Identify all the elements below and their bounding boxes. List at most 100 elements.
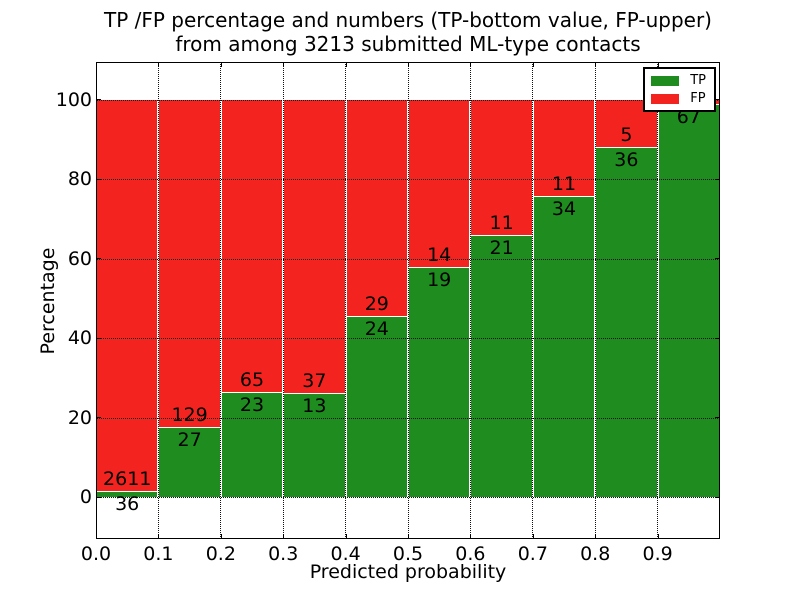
y-tick-mark xyxy=(96,417,101,418)
tp-count-label: 23 xyxy=(239,394,265,417)
bar-segment-fp xyxy=(408,99,471,269)
x-tick-label: 0.9 xyxy=(642,543,673,565)
y-tick-label: 60 xyxy=(67,247,92,270)
bar-segment-tp xyxy=(283,393,346,497)
v-gridline xyxy=(345,62,347,539)
bar-column: 129 27 xyxy=(158,99,221,498)
v-gridline xyxy=(469,62,471,539)
x-tick-mark xyxy=(719,534,720,539)
x-tick-label: 0.1 xyxy=(143,543,174,565)
fp-count-label: 129 xyxy=(171,404,208,427)
tp-count-label: 36 xyxy=(614,148,639,171)
x-tick-mark xyxy=(470,62,472,67)
y-tick-mark xyxy=(715,258,720,259)
x-tick-mark xyxy=(345,62,347,67)
bar-segment-tp xyxy=(595,147,658,497)
y-tick-mark xyxy=(715,417,720,418)
bar-segment-fp xyxy=(158,99,221,429)
x-tick-label: 0.8 xyxy=(580,543,611,565)
fp-count-label: 29 xyxy=(364,293,389,315)
x-tick-label: 0.5 xyxy=(392,543,424,565)
bar-column: 11 21 xyxy=(470,99,533,497)
fp-count-label: 11 xyxy=(551,172,577,195)
bar-column: 65 23 xyxy=(220,99,284,498)
tp-count-label: 67 xyxy=(676,106,701,129)
x-tick-mark xyxy=(657,62,659,67)
legend-swatch-fp-icon xyxy=(651,93,680,104)
legend-item-tp: TP xyxy=(651,74,706,87)
legend-swatch-tp-icon xyxy=(651,75,680,86)
tp-count-label: 19 xyxy=(427,269,452,292)
bars-layer: 2611361292765233713292414191121113453616… xyxy=(96,62,720,539)
x-tick-mark xyxy=(96,534,97,539)
x-tick-label: 0.6 xyxy=(455,543,486,565)
y-tick-mark xyxy=(96,99,101,100)
chart-title-line1: TP /FP percentage and numbers (TP-bottom… xyxy=(104,8,712,32)
bar-segment-tp xyxy=(220,393,284,497)
fp-count-label: 2611 xyxy=(103,467,152,490)
y-tick-mark xyxy=(715,99,720,100)
v-gridline xyxy=(657,62,659,539)
x-tick-mark xyxy=(470,534,472,539)
bar-segment-fp xyxy=(345,99,408,317)
fp-count-label: 5 xyxy=(620,123,633,146)
v-gridline xyxy=(282,62,284,539)
tick-marks-layer xyxy=(96,62,720,539)
bar-segment-tp xyxy=(408,268,471,497)
fp-count-label: 65 xyxy=(239,369,265,392)
x-tick-mark xyxy=(532,534,534,539)
v-gridline xyxy=(594,62,596,539)
y-tick-mark xyxy=(715,178,720,180)
bar-segment-tp xyxy=(532,196,596,497)
bar-column: 37 13 xyxy=(283,99,346,498)
bar-column: 2611 36 xyxy=(96,99,159,513)
y-tick-mark xyxy=(715,496,720,498)
x-tick-mark xyxy=(408,534,409,539)
x-tick-label: 0.4 xyxy=(330,543,361,565)
x-tick-label: 0.3 xyxy=(268,543,299,565)
tp-count-label: 27 xyxy=(177,429,202,452)
legend-item-fp: FP xyxy=(651,92,706,105)
bar-segment-fp xyxy=(220,99,284,394)
x-tick-mark xyxy=(408,62,409,67)
x-tick-mark xyxy=(283,534,285,539)
bar-segment-fp xyxy=(283,99,346,394)
bar-segment-fp xyxy=(96,99,159,492)
x-tick-mark xyxy=(595,62,597,67)
plot-area: 2611361292765233713292414191121113453616… xyxy=(96,62,720,539)
fp-count-label: 37 xyxy=(302,369,327,392)
fp-count-label: 14 xyxy=(427,244,452,267)
x-axis-label: Predicted probability xyxy=(309,561,507,583)
x-tick-mark xyxy=(595,534,597,539)
y-tick-label: 40 xyxy=(67,327,92,349)
x-tick-label: 0.7 xyxy=(517,543,548,565)
x-tick-label: 0.2 xyxy=(205,543,236,565)
bar-segment-tp xyxy=(470,236,533,497)
tp-count-label: 21 xyxy=(489,237,514,260)
bar-segment-tp xyxy=(345,317,408,497)
x-tick-label: 0.0 xyxy=(80,543,112,565)
x-tick-mark xyxy=(158,534,160,539)
v-gridline xyxy=(220,62,222,539)
y-tick-label: 20 xyxy=(67,406,92,429)
y-tick-mark xyxy=(96,178,101,180)
y-tick-mark xyxy=(96,496,101,498)
bar-column: 11 34 xyxy=(532,99,596,498)
y-tick-label: 100 xyxy=(55,88,92,111)
legend-label-fp: FP xyxy=(690,91,706,106)
grid-layer xyxy=(96,62,720,539)
x-tick-mark xyxy=(657,534,659,539)
bar-segment-fp xyxy=(532,99,596,197)
legend-label-tp: TP xyxy=(690,73,706,88)
bar-column: 167 xyxy=(657,83,720,498)
x-tick-mark xyxy=(96,62,97,67)
y-tick-mark xyxy=(96,258,101,259)
tp-count-label: 34 xyxy=(551,197,577,220)
y-tick-label: 0 xyxy=(79,486,92,508)
x-tick-mark xyxy=(158,62,160,67)
bar-column: 14 19 xyxy=(408,99,471,498)
bar-column: 29 24 xyxy=(345,99,408,497)
bar-segment-tp xyxy=(158,428,221,497)
bar-segment-fp xyxy=(470,99,533,237)
